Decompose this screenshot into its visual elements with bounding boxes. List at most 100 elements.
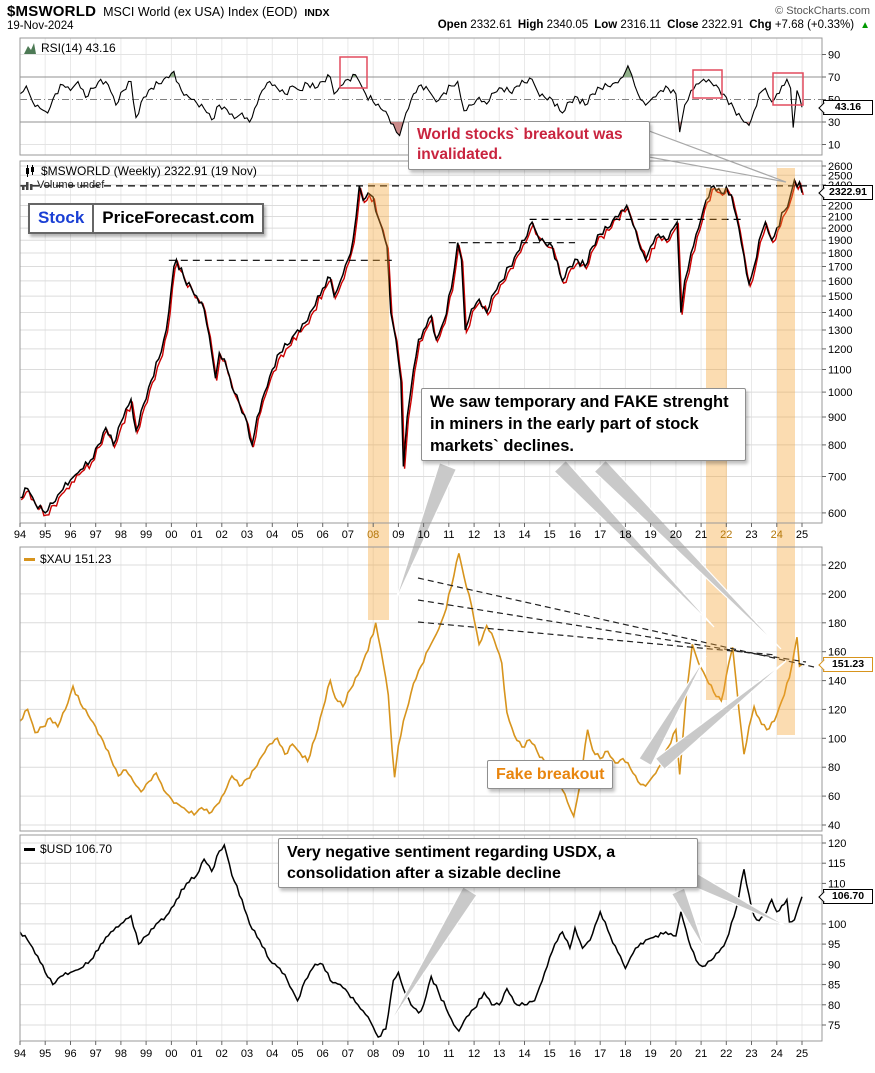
xau-line bbox=[19, 553, 803, 819]
xau-label: $XAU 151.23 bbox=[40, 552, 112, 566]
xau-ytick: 100 bbox=[828, 733, 846, 745]
rsi-highlight-box bbox=[692, 69, 723, 99]
rsi-highlight-box bbox=[772, 72, 804, 106]
main-ytick: 1000 bbox=[828, 387, 852, 399]
rsi-indicator-icon bbox=[24, 42, 36, 54]
fake-breakout-callout: Fake breakout bbox=[487, 760, 614, 790]
xtick-year: 24 bbox=[771, 529, 783, 541]
main-ytick: 800 bbox=[828, 440, 846, 452]
close-label: Close bbox=[667, 19, 699, 31]
xtick-year: 16 bbox=[569, 1048, 581, 1060]
usd-ytick: 115 bbox=[828, 858, 846, 870]
volume-label-row: Volume undef bbox=[22, 179, 104, 191]
ohlc-readout: Open 2332.61 High 2340.05 Low 2316.11 Cl… bbox=[438, 19, 870, 31]
pointer-arrow bbox=[654, 660, 787, 771]
main-ytick: 2000 bbox=[828, 223, 852, 235]
xtick-year: 20 bbox=[670, 529, 682, 541]
chg-label: Chg bbox=[749, 19, 772, 31]
xtick-year: 22 bbox=[720, 1048, 732, 1060]
main-ytick: 2500 bbox=[828, 170, 852, 182]
xau-panel-border bbox=[19, 546, 823, 832]
rsi-price-tag: 43.16 bbox=[823, 100, 873, 115]
xtick-year: 96 bbox=[64, 1048, 76, 1060]
xtick-year: 06 bbox=[317, 529, 329, 541]
xtick-year: 17 bbox=[594, 1048, 606, 1060]
xtick-year: 97 bbox=[90, 529, 102, 541]
usd-ytick: 110 bbox=[828, 878, 846, 890]
msworld-candles bbox=[19, 177, 803, 514]
xtick-year: 95 bbox=[39, 529, 51, 541]
open-label: Open bbox=[437, 19, 468, 31]
pointer-arrow bbox=[553, 459, 715, 628]
pointer-arrow bbox=[387, 886, 478, 1027]
xtick-year: 03 bbox=[241, 529, 253, 541]
xtick-year: 10 bbox=[417, 1048, 429, 1060]
pointer-arrow bbox=[687, 870, 789, 928]
xtick-year: 01 bbox=[190, 1048, 202, 1060]
xtick-year: 10 bbox=[417, 529, 429, 541]
usd-price-tag: 106.70 bbox=[823, 889, 873, 904]
main-ytick: 700 bbox=[828, 472, 846, 484]
chart-date: 19-Nov-2024 bbox=[7, 20, 74, 32]
rsi-panel-label-row: RSI(14) 43.16 bbox=[24, 41, 116, 55]
main-ytick: 1900 bbox=[828, 235, 852, 247]
xau-ytick: 160 bbox=[828, 647, 846, 659]
main-price-tag: 2322.91 bbox=[823, 185, 873, 200]
xtick-year: 14 bbox=[518, 1048, 530, 1060]
main-ytick: 1600 bbox=[828, 276, 852, 288]
usd-ytick: 80 bbox=[828, 1000, 840, 1012]
breakout-invalidated-callout: World stocks` breakout was invalidated. bbox=[408, 121, 650, 170]
high-label: High bbox=[517, 19, 544, 31]
chg-value: +7.68 (+0.33%) bbox=[774, 19, 855, 31]
xtick-year: 14 bbox=[518, 529, 530, 541]
main-ytick: 1500 bbox=[828, 291, 852, 303]
index-title: MSCI World (ex USA) Index (EOD) bbox=[103, 5, 298, 19]
xtick-year: 20 bbox=[670, 1048, 682, 1060]
xtick-year: 98 bbox=[115, 529, 127, 541]
low-label: Low bbox=[594, 19, 618, 31]
main-ytick: 2200 bbox=[828, 201, 852, 213]
main-ytick: 600 bbox=[828, 508, 846, 520]
xau-trendline bbox=[417, 599, 807, 663]
xtick-year: 13 bbox=[493, 1048, 505, 1060]
xtick-year: 11 bbox=[443, 529, 454, 541]
highlight-band bbox=[777, 168, 795, 735]
xau-panel-label-row: $XAU 151.23 bbox=[24, 552, 111, 566]
usd-line bbox=[19, 842, 803, 1039]
xtick-year: 06 bbox=[317, 1048, 329, 1060]
high-value: 2340.05 bbox=[546, 19, 589, 31]
xtick-year: 09 bbox=[392, 529, 404, 541]
low-value: 2316.11 bbox=[620, 19, 662, 31]
xau-ytick: 220 bbox=[828, 560, 846, 572]
logo-site: PriceForecast.com bbox=[92, 203, 265, 234]
candlestick-icon bbox=[26, 165, 34, 177]
usd-ytick: 85 bbox=[828, 980, 840, 992]
xtick-year: 21 bbox=[695, 1048, 707, 1060]
rsi-line bbox=[19, 64, 803, 137]
xtick-year: 04 bbox=[266, 1048, 278, 1060]
logo-brand: Stock bbox=[28, 203, 93, 234]
copyright-label: © StockCharts.com bbox=[775, 5, 870, 17]
xtick-year: 99 bbox=[140, 1048, 152, 1060]
xtick-year: 03 bbox=[241, 1048, 253, 1060]
pointer-arrow bbox=[638, 655, 707, 767]
usd-panel-label-row: $USD 106.70 bbox=[24, 842, 112, 856]
xtick-year: 02 bbox=[216, 1048, 228, 1060]
main-ytick: 900 bbox=[828, 412, 846, 424]
main-ytick: 1700 bbox=[828, 262, 852, 274]
xtick-year: 95 bbox=[39, 1048, 51, 1060]
open-value: 2332.61 bbox=[470, 19, 512, 31]
xtick-year: 94 bbox=[14, 1048, 26, 1060]
xau-ytick: 40 bbox=[828, 820, 840, 832]
xtick-year: 19 bbox=[644, 529, 656, 541]
chart-header: $MSWORLD MSCI World (ex USA) Index (EOD)… bbox=[7, 3, 329, 20]
xtick-year: 23 bbox=[745, 1048, 757, 1060]
xau-grid bbox=[19, 547, 822, 831]
rsi-ytick: 30 bbox=[828, 117, 840, 129]
xtick-year: 99 bbox=[140, 529, 152, 541]
main-ytick: 2600 bbox=[828, 161, 852, 173]
rsi-label: RSI(14) 43.16 bbox=[41, 41, 116, 55]
usd-ytick: 100 bbox=[828, 919, 846, 931]
rsi-ytick: 70 bbox=[828, 72, 840, 84]
